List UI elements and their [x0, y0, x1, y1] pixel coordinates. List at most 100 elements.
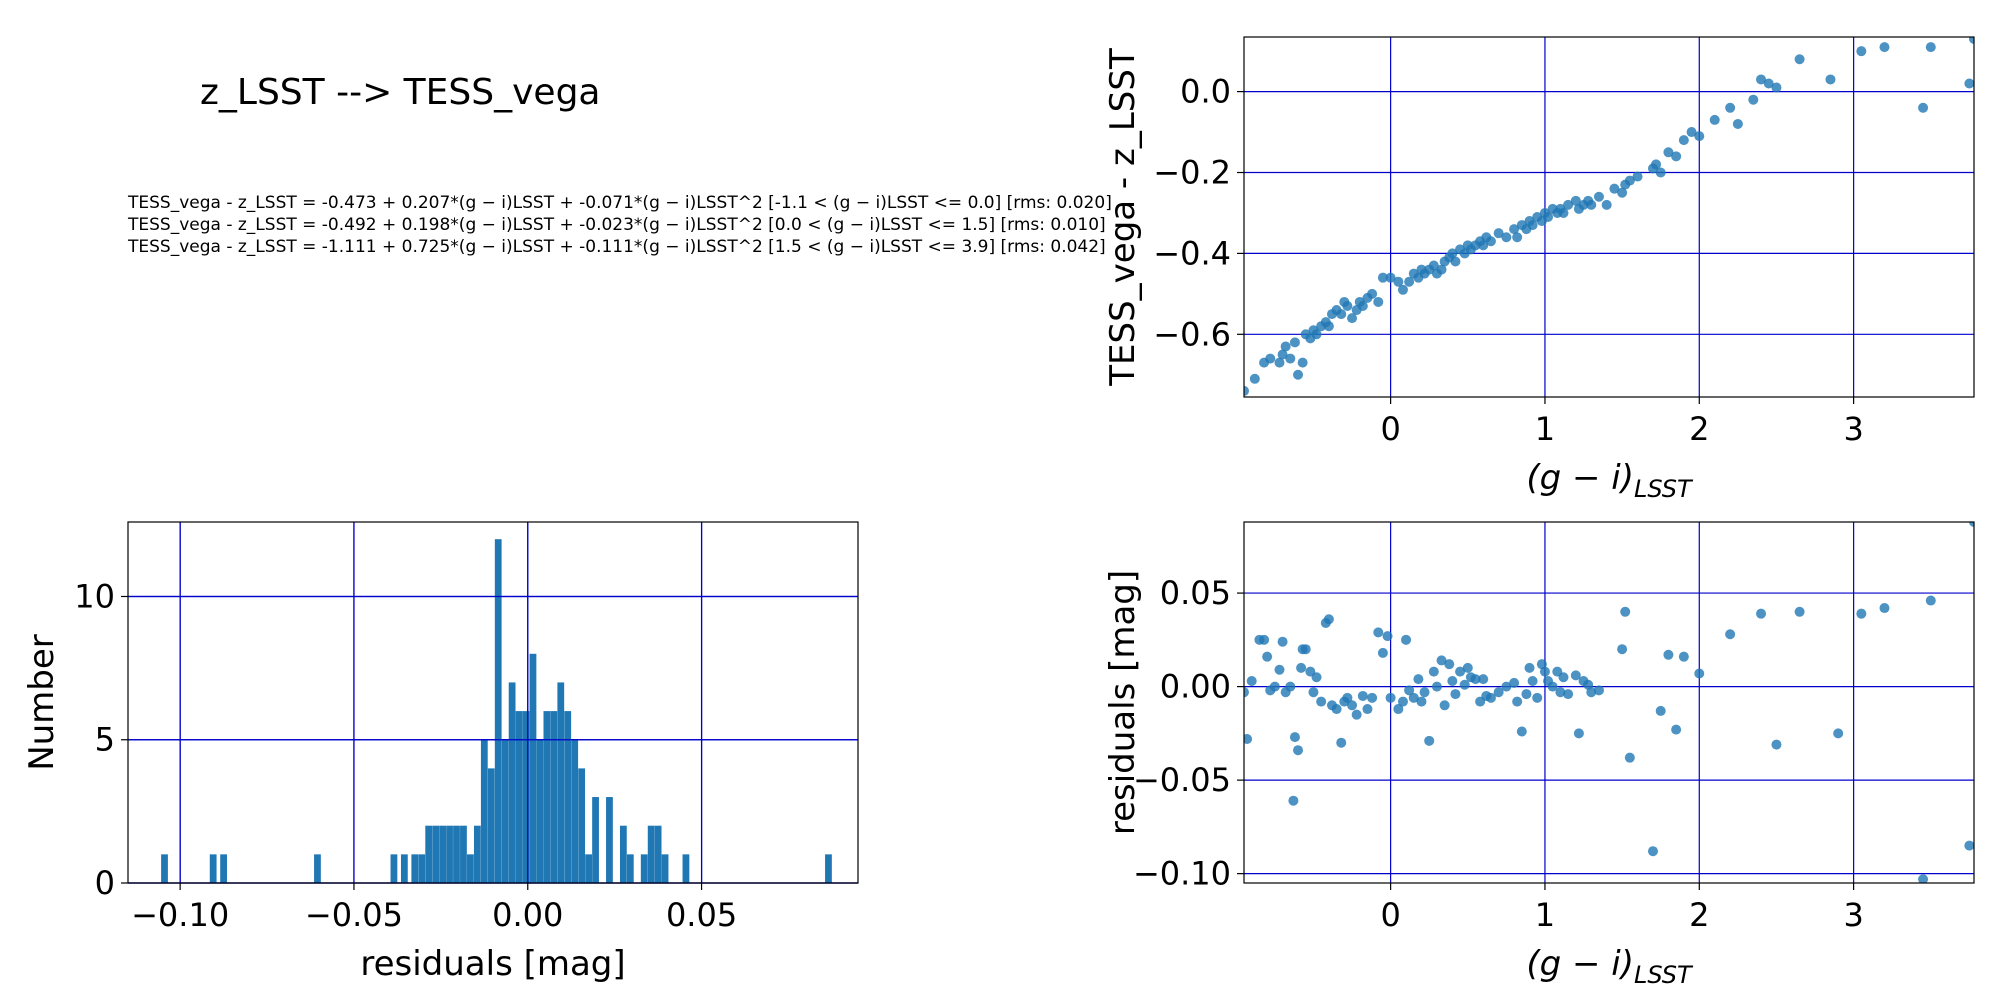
histogram-bar	[467, 854, 474, 883]
data-point	[1732, 118, 1743, 129]
data-point	[1244, 687, 1249, 698]
panel-histogram: −0.10 −0.05 0.00 0.05 0 5 10 residuals [mag] Num…	[22, 521, 859, 984]
data-point	[1331, 704, 1342, 715]
data-point	[1748, 94, 1759, 105]
data-point	[1274, 664, 1285, 675]
data-point	[1547, 681, 1558, 692]
data-point	[1573, 728, 1584, 739]
data-point	[1833, 728, 1844, 739]
data-point	[1694, 131, 1705, 142]
data-point	[1825, 74, 1836, 85]
data-point	[1373, 627, 1384, 638]
histogram-bar	[390, 854, 398, 883]
histogram-bar	[439, 825, 446, 883]
y-tick-label: −0.05	[1133, 761, 1231, 799]
histogram-bar	[825, 854, 832, 883]
data-point	[1756, 608, 1767, 619]
data-point	[1259, 634, 1270, 645]
histogram-bar	[453, 825, 460, 883]
data-point	[1459, 679, 1470, 690]
data-point	[1289, 337, 1300, 348]
data-point	[1347, 313, 1358, 324]
histogram-bar	[220, 854, 227, 883]
data-point	[1655, 705, 1666, 716]
x-tick-label: 1	[1535, 896, 1555, 934]
data-point	[1879, 42, 1890, 53]
panel-residuals: 0 1 2 3 0.05 0.00 −0.05 −0.10 (g − i)LSST residua…	[1103, 521, 1975, 989]
plot-frame	[1243, 36, 1975, 398]
data-marks-histogram	[161, 539, 832, 883]
data-point	[1964, 78, 1974, 89]
y-tick-label: 10	[74, 577, 115, 615]
data-point	[1367, 288, 1378, 299]
data-point	[1362, 704, 1373, 715]
data-point	[1485, 236, 1496, 247]
data-point	[1725, 629, 1736, 640]
data-point	[1686, 127, 1697, 138]
data-point	[1311, 672, 1322, 683]
x-tick-label: −0.05	[305, 896, 403, 934]
data-point	[1558, 207, 1569, 218]
x-axis-label: (g − i)LSST	[1526, 458, 1694, 503]
histogram-bar	[161, 854, 168, 883]
histogram-bar	[592, 797, 599, 883]
data-point	[1918, 874, 1929, 883]
data-point	[1586, 199, 1597, 210]
data-point	[1347, 700, 1358, 711]
histogram-bar	[661, 854, 669, 883]
data-point	[1336, 737, 1347, 748]
y-tick-label: −0.2	[1153, 154, 1231, 192]
data-point	[1524, 662, 1535, 673]
data-point	[1280, 341, 1291, 352]
data-point	[1311, 329, 1322, 340]
data-point	[1543, 212, 1554, 222]
x-tick-label: 3	[1843, 896, 1863, 934]
y-tick-label: 0.05	[1160, 574, 1231, 612]
data-point	[1288, 795, 1299, 806]
histogram-bar	[522, 711, 530, 883]
data-point	[1964, 840, 1974, 851]
y-tick-label: −0.10	[1133, 855, 1231, 893]
histogram-bar	[682, 854, 690, 883]
data-point	[1478, 240, 1489, 251]
data-point	[1455, 666, 1466, 677]
data-point	[1593, 191, 1604, 202]
data-point	[1323, 614, 1334, 625]
histogram-bar	[209, 854, 217, 883]
histogram-bar	[460, 825, 467, 883]
data-point	[1297, 357, 1308, 368]
data-point	[1879, 603, 1890, 614]
data-point	[1794, 54, 1805, 65]
data-point	[1694, 668, 1705, 679]
data-point	[1470, 674, 1481, 685]
data-point	[1393, 276, 1404, 287]
data-point	[1262, 651, 1273, 662]
x-axis-label: (g − i)LSST	[1526, 944, 1694, 989]
data-point	[1527, 675, 1538, 686]
data-point	[1293, 745, 1304, 756]
histogram-bar	[550, 711, 558, 883]
y-axis-label: Number	[22, 634, 62, 771]
data-point	[1918, 102, 1929, 113]
data-point	[1289, 732, 1300, 743]
data-point	[1678, 651, 1689, 662]
data-point	[1647, 846, 1658, 857]
data-point	[1570, 195, 1581, 206]
data-point	[1617, 644, 1628, 655]
data-point	[1558, 672, 1569, 683]
data-point	[1431, 681, 1442, 692]
histogram-bar	[494, 539, 502, 883]
data-point	[1671, 724, 1682, 735]
data-point	[1651, 159, 1662, 170]
y-tick-label: 0	[95, 864, 115, 902]
data-point	[1462, 662, 1473, 673]
data-marks-color-term	[1244, 37, 1974, 396]
x-tick-label: 0	[1380, 410, 1400, 448]
data-point	[1293, 369, 1304, 380]
y-axis-label: TESS_vega - z_LSST	[1103, 48, 1143, 387]
data-point	[1620, 606, 1631, 617]
data-point	[1439, 700, 1450, 711]
data-point	[1285, 681, 1296, 692]
data-point	[1416, 696, 1427, 707]
data-point	[1373, 296, 1384, 307]
